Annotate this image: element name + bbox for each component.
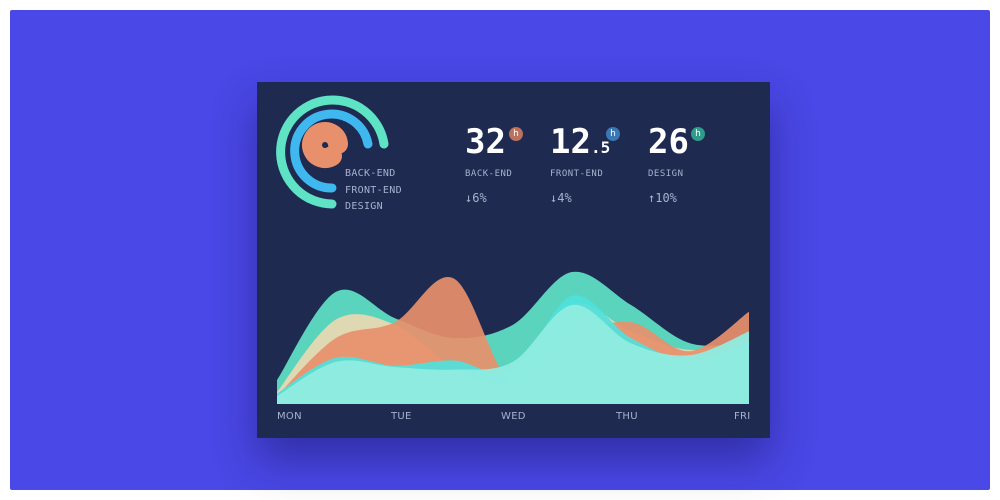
stat-number: 32 — [465, 122, 506, 162]
stat-decimal: .5 — [590, 138, 611, 157]
stat-value: 26 — [648, 122, 689, 168]
stat-label: DESIGN — [648, 169, 684, 179]
stat-value: 12.5 — [550, 122, 610, 168]
stat-label: FRONT-END — [550, 169, 604, 179]
page-background: BACK-END FRONT-END DESIGN 32 h BACK-END … — [10, 10, 990, 490]
x-tick-fri: FRI — [734, 411, 751, 422]
legend-frontend: FRONT-END — [345, 185, 402, 196]
x-tick-thu: THU — [616, 411, 638, 422]
x-tick-tue: TUE — [391, 411, 412, 422]
stat-change: ↓6% — [465, 191, 487, 205]
legend-design: DESIGN — [345, 201, 383, 212]
stat-backend: 32 h BACK-END ↓6% — [465, 122, 523, 205]
stat-value: 32 — [465, 122, 512, 168]
stat-number: 26 — [648, 122, 689, 162]
frontend-ring — [290, 109, 373, 193]
stat-frontend: 12.5 h FRONT-END ↓4% — [550, 122, 620, 205]
legend-backend: BACK-END — [345, 168, 396, 179]
dashboard-card: BACK-END FRONT-END DESIGN 32 h BACK-END … — [257, 82, 770, 438]
hours-badge: h — [691, 127, 705, 141]
stat-change: ↓4% — [550, 191, 572, 205]
design-ring — [276, 95, 389, 209]
hours-badge: h — [509, 127, 523, 141]
hours-donut-chart — [276, 95, 389, 209]
hours-badge: h — [606, 127, 620, 141]
stat-design: 26 h DESIGN ↑10% — [648, 122, 705, 205]
x-tick-wed: WED — [501, 411, 526, 422]
weekly-area-chart — [277, 271, 749, 404]
backend-ring — [302, 122, 348, 168]
stat-number: 12 — [550, 122, 591, 162]
area-series-5 — [277, 304, 749, 404]
stat-label: BACK-END — [465, 169, 513, 179]
x-tick-mon: MON — [277, 411, 302, 422]
stat-change: ↑10% — [648, 191, 677, 205]
